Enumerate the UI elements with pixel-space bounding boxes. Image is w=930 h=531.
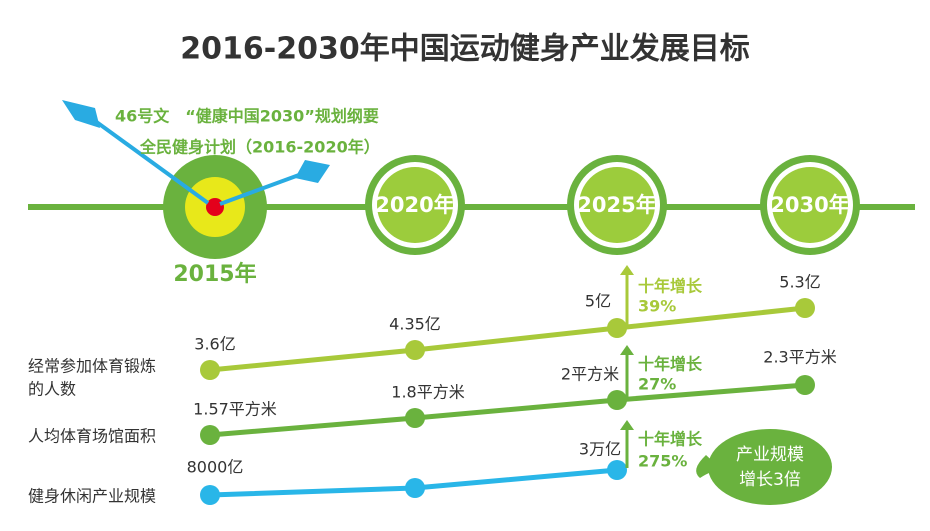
point-label: 1.57平方米 xyxy=(193,400,277,419)
growth-value: 27% xyxy=(638,375,676,394)
row-dot xyxy=(795,375,815,395)
row-label: 经常参加体育锻炼 xyxy=(28,357,156,376)
row-dot xyxy=(405,340,425,360)
point-label: 3万亿 xyxy=(579,440,621,459)
callout xyxy=(708,429,832,505)
year-disc xyxy=(772,167,848,243)
growth-label: 十年增长 xyxy=(638,277,703,296)
growth-arrowhead xyxy=(620,265,634,275)
policy: 46号文 “健康中国2030”规划纲要 xyxy=(115,107,379,126)
arrows xyxy=(62,100,330,206)
growth-label: 十年增长 xyxy=(638,355,703,374)
row-dot xyxy=(607,318,627,338)
row-label: 健身休闲产业规模 xyxy=(28,487,156,506)
row-dot xyxy=(607,390,627,410)
row-dot xyxy=(200,485,220,505)
growth-label: 十年增长 xyxy=(638,430,703,449)
row-dot xyxy=(607,460,627,480)
point-label: 2.3平方米 xyxy=(763,348,836,367)
year-label: 2015年 xyxy=(173,261,256,287)
policy: 全民健身计划（2016-2020年） xyxy=(139,138,380,157)
row-line xyxy=(209,305,806,373)
point-label: 5.3亿 xyxy=(779,273,820,292)
row-dot xyxy=(405,408,425,428)
title: 2016-2030年中国运动健身产业发展目标 xyxy=(180,32,749,67)
growth-arrowhead xyxy=(620,420,634,430)
growth-value: 39% xyxy=(638,297,676,316)
row-label: 人均体育场馆面积 xyxy=(28,427,156,446)
callout-text: 产业规模 xyxy=(736,445,804,465)
target-center xyxy=(206,198,224,216)
point-label: 5亿 xyxy=(585,292,611,311)
point-label: 2平方米 xyxy=(561,365,619,384)
growth-value: 275% xyxy=(638,452,687,471)
year-label: 2025年 xyxy=(577,193,656,217)
row-dot xyxy=(200,425,220,445)
point-label: 3.6亿 xyxy=(194,335,235,354)
point-label: 8000亿 xyxy=(187,458,244,477)
year-label: 2030年 xyxy=(770,193,849,217)
row-dot xyxy=(795,298,815,318)
row-dot xyxy=(405,478,425,498)
year-disc xyxy=(377,167,453,243)
year-disc xyxy=(579,167,655,243)
callout-text: 增长3倍 xyxy=(739,470,801,490)
row-line xyxy=(209,382,806,438)
point-label: 4.35亿 xyxy=(389,315,441,334)
growth-arrowhead xyxy=(620,345,634,355)
year-label: 2020年 xyxy=(375,193,454,217)
row-dot xyxy=(200,360,220,380)
point-label: 1.8平方米 xyxy=(391,383,464,402)
row-label: 的人数 xyxy=(28,380,76,399)
